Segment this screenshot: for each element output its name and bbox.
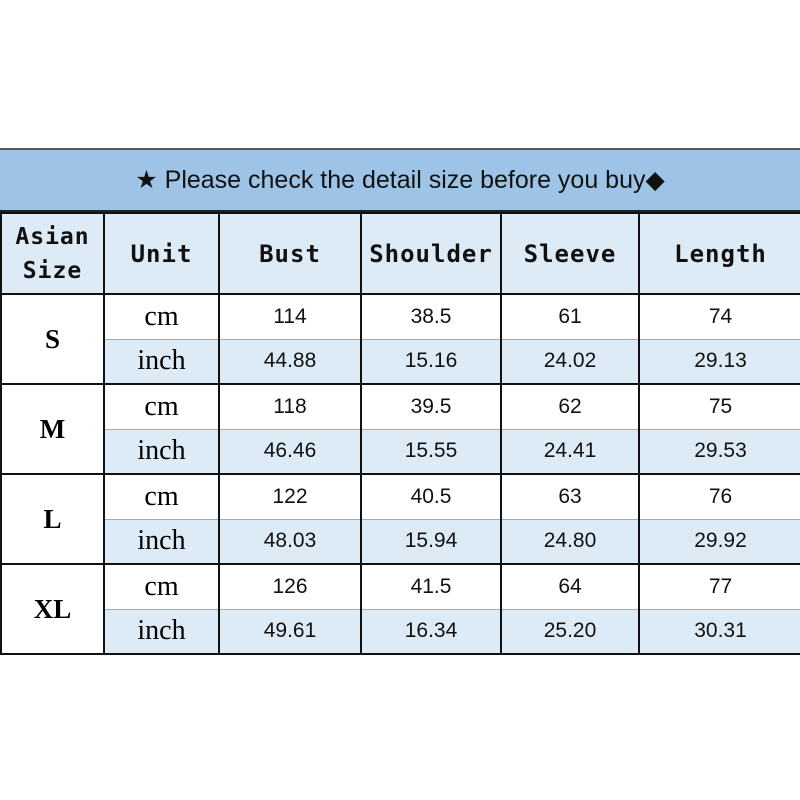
header-bust: Bust	[218, 212, 362, 295]
header-unit: Unit	[103, 212, 220, 295]
unit-cell: inch	[103, 518, 220, 565]
diamond-icon: ◆	[645, 166, 665, 194]
sleeve-cell: 24.80	[500, 518, 640, 565]
header-length: Length	[638, 212, 800, 295]
unit-cell: inch	[103, 338, 220, 385]
table-row: inch 46.46 15.55 24.41 29.53	[1, 428, 800, 475]
table-row: inch 48.03 15.94 24.80 29.92	[1, 518, 800, 565]
header-row: Asian Size Unit Bust Shoulder Sleeve Leng…	[0, 212, 800, 295]
sleeve-cell: 61	[500, 293, 640, 340]
size-label: S	[0, 293, 105, 385]
unit-cell: inch	[103, 608, 220, 655]
length-cell: 29.92	[638, 518, 800, 565]
bust-cell: 49.61	[218, 608, 362, 655]
star-icon: ★	[135, 166, 158, 194]
bust-cell: 122	[218, 473, 362, 520]
unit-cell: cm	[103, 473, 220, 520]
table-row: inch 49.61 16.34 25.20 30.31	[1, 608, 800, 655]
size-table: Asian Size Unit Bust Shoulder Sleeve Leng…	[0, 212, 800, 655]
shoulder-cell: 38.5	[360, 293, 502, 340]
length-cell: 76	[638, 473, 800, 520]
sleeve-cell: 24.02	[500, 338, 640, 385]
sleeve-cell: 64	[500, 563, 640, 610]
header-asian-size: Asian Size	[0, 212, 105, 295]
shoulder-cell: 15.16	[360, 338, 502, 385]
length-cell: 29.13	[638, 338, 800, 385]
shoulder-cell: 41.5	[360, 563, 502, 610]
unit-cell: inch	[103, 428, 220, 475]
size-chart-banner: ★ Please check the detail size before yo…	[0, 148, 800, 212]
size-label: XL	[0, 563, 105, 655]
shoulder-cell: 15.55	[360, 428, 502, 475]
sleeve-cell: 62	[500, 383, 640, 430]
length-cell: 30.31	[638, 608, 800, 655]
bust-cell: 114	[218, 293, 362, 340]
bust-cell: 44.88	[218, 338, 362, 385]
shoulder-cell: 15.94	[360, 518, 502, 565]
table-row: XL cm 126 41.5 64 77	[0, 563, 800, 655]
bust-cell: 126	[218, 563, 362, 610]
unit-cell: cm	[103, 563, 220, 610]
unit-cell: cm	[103, 383, 220, 430]
unit-cell: cm	[103, 293, 220, 340]
shoulder-cell: 16.34	[360, 608, 502, 655]
bust-cell: 46.46	[218, 428, 362, 475]
header-shoulder: Shoulder	[360, 212, 502, 295]
length-cell: 29.53	[638, 428, 800, 475]
bust-cell: 48.03	[218, 518, 362, 565]
banner-text: Please check the detail size before you …	[164, 165, 646, 194]
sleeve-cell: 24.41	[500, 428, 640, 475]
sleeve-cell: 63	[500, 473, 640, 520]
bust-cell: 118	[218, 383, 362, 430]
length-cell: 74	[638, 293, 800, 340]
size-label: M	[0, 383, 105, 475]
shoulder-cell: 39.5	[360, 383, 502, 430]
length-cell: 77	[638, 563, 800, 610]
table-row: inch 44.88 15.16 24.02 29.13	[1, 338, 800, 385]
sleeve-cell: 25.20	[500, 608, 640, 655]
shoulder-cell: 40.5	[360, 473, 502, 520]
size-label: L	[0, 473, 105, 565]
header-sleeve: Sleeve	[500, 212, 640, 295]
length-cell: 75	[638, 383, 800, 430]
